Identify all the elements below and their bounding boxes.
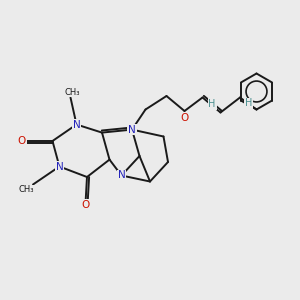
Text: O: O <box>180 112 189 123</box>
Text: N: N <box>128 124 136 135</box>
Text: CH₃: CH₃ <box>64 88 80 97</box>
Text: CH₃: CH₃ <box>19 185 34 194</box>
Text: O: O <box>81 200 90 210</box>
Text: H: H <box>208 99 216 109</box>
Text: H: H <box>245 98 252 109</box>
Text: N: N <box>73 119 80 130</box>
Text: N: N <box>118 170 125 181</box>
Text: N: N <box>56 161 63 172</box>
Text: O: O <box>18 136 26 146</box>
